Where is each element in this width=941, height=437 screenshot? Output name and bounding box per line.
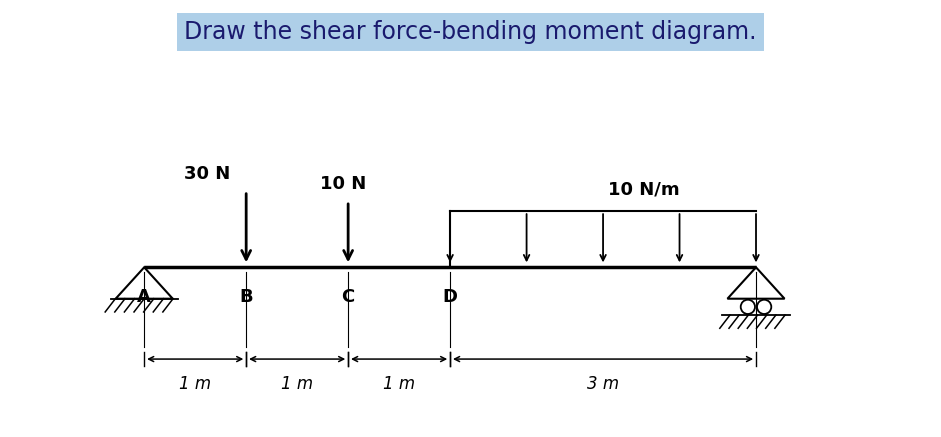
Text: 1 m: 1 m <box>383 375 415 393</box>
Text: Draw the shear force-bending moment diagram.: Draw the shear force-bending moment diag… <box>184 20 757 44</box>
Text: 1 m: 1 m <box>281 375 313 393</box>
Text: 10 N/m: 10 N/m <box>608 181 679 199</box>
Text: D: D <box>442 288 457 306</box>
Text: C: C <box>342 288 355 306</box>
Text: 10 N: 10 N <box>320 175 366 193</box>
Text: 30 N: 30 N <box>184 165 231 183</box>
Text: 3 m: 3 m <box>587 375 619 393</box>
Text: 1 m: 1 m <box>179 375 211 393</box>
Text: A: A <box>137 288 152 306</box>
Text: B: B <box>239 288 253 306</box>
